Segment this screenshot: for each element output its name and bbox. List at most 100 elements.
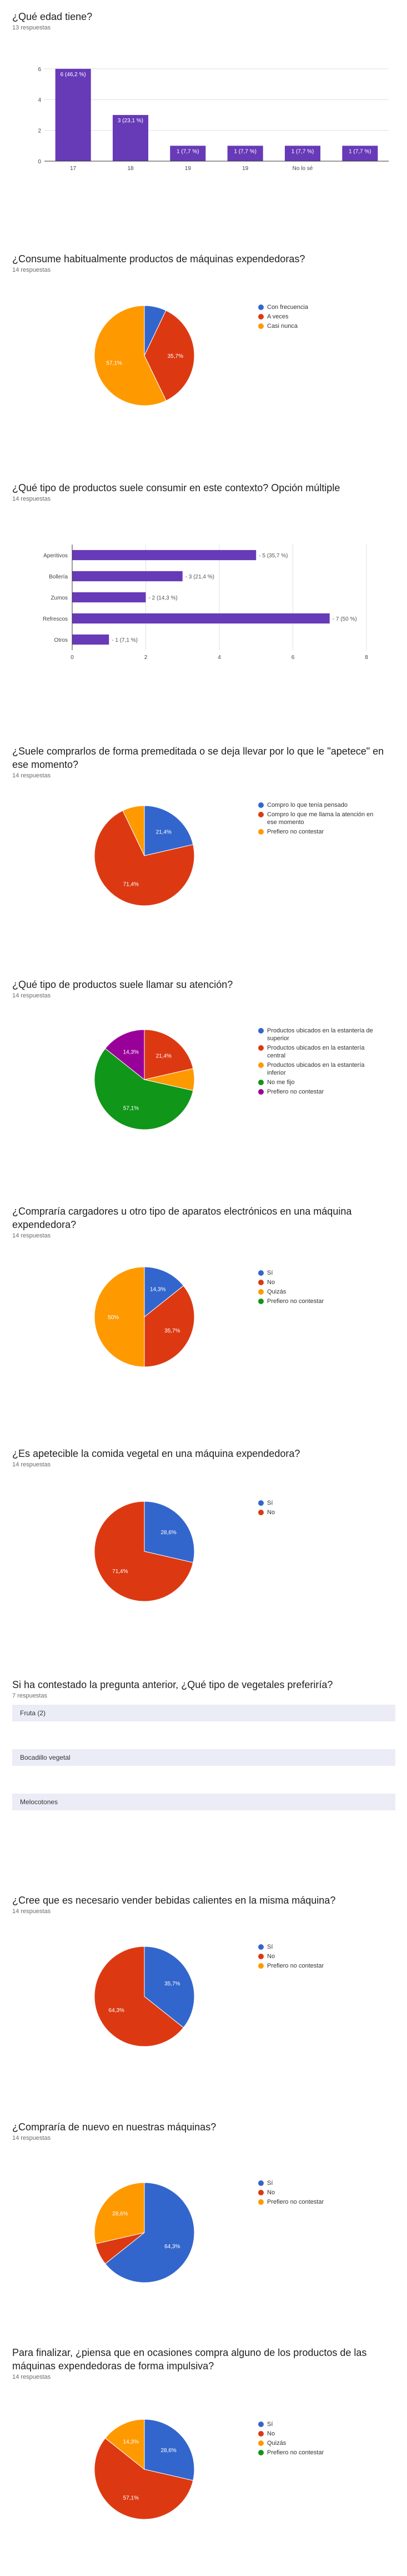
slice-label: 28,6% [160, 2448, 176, 2454]
consumption-legend: Con frecuencia A veces Casi nunca [258, 303, 378, 332]
pie-slice [94, 2182, 145, 2244]
legend-dot-icon [258, 802, 264, 808]
legend-dot-icon [258, 1963, 264, 1969]
vegetal-pie-chart: 28,6% 71,4% [94, 1501, 195, 1602]
bar [72, 571, 183, 582]
legend-label: Sí [267, 1944, 273, 1950]
question-attention: ¿Qué tipo de productos suele llamar su a… [12, 978, 395, 999]
legend-dot-icon [258, 2422, 264, 2427]
legend-label: No [267, 1509, 275, 1516]
slice-label: 21,4% [156, 1053, 172, 1059]
legend-label: Quizás [267, 2440, 287, 2447]
attention-legend: Productos ubicados en la estantería de s… [258, 1027, 378, 1097]
legend-label: Prefiero no contestar [267, 2199, 324, 2205]
legend-dot-icon [258, 1510, 264, 1515]
bar-value-label: 1 (7,7 %) [349, 148, 371, 154]
response-count: 7 respuestas [12, 1693, 47, 1699]
pie-slice [144, 1946, 195, 2028]
question-title: ¿Qué edad tiene? [12, 11, 93, 22]
pie-slice [94, 1501, 194, 1602]
legend-item: Productos ubicados en la estantería cent… [258, 1044, 378, 1060]
vegetal-legend: Sí No [258, 1499, 378, 1518]
response-count: 14 respuestas [12, 1908, 51, 1915]
legend-item: Productos ubicados en la estantería de s… [258, 1027, 378, 1042]
slice-label: 14,3% [123, 1050, 139, 1056]
legend-dot-icon [258, 2199, 264, 2205]
pie-slice [104, 2182, 195, 2283]
legend-label: Compro lo que tenía pensado [267, 802, 348, 808]
legend-label: No me fijo [267, 1079, 295, 1086]
legend-item: Quizás [258, 2439, 378, 2447]
pie-slice [94, 305, 167, 406]
legend-item: A veces [258, 313, 378, 321]
buy-again-pie-chart: 64,3% 28,6% [94, 2182, 195, 2283]
slice-label: 35,7% [168, 353, 183, 360]
chargers-legend: Sí No Quizás Prefiero no contestar [258, 1269, 378, 1307]
legend-dot-icon [258, 1954, 264, 1959]
legend-item: Sí [258, 2420, 378, 2428]
legend-dot-icon [258, 1299, 264, 1304]
legend-item: Compro lo que tenía pensado [258, 801, 378, 809]
bar-value-label: - 3 (21,4 %) [185, 574, 214, 580]
text-answer: Fruta (2) [12, 1705, 395, 1721]
y-tick-label: 2 [38, 128, 41, 134]
legend-item: No [258, 1953, 378, 1960]
response-count: 14 respuestas [12, 496, 51, 502]
legend-label: Prefiero no contestar [267, 1298, 324, 1305]
question-premeditated: ¿Suele comprarlos de forma premeditada o… [12, 745, 395, 779]
legend-item: Sí [258, 1943, 378, 1951]
pie-slice [94, 1266, 145, 1367]
legend-dot-icon [258, 2190, 264, 2195]
slice-label: 71,4% [112, 1569, 128, 1575]
pie-slice [104, 1029, 145, 1081]
bar [342, 146, 378, 161]
legend-dot-icon [258, 1500, 264, 1506]
pie-slice [94, 1946, 184, 2047]
response-count: 13 respuestas [12, 24, 51, 31]
question-title: ¿Consume habitualmente productos de máqu… [12, 253, 305, 264]
x-tick-label: 2 [144, 655, 148, 661]
response-count: 14 respuestas [12, 2135, 51, 2141]
legend-dot-icon [258, 2440, 264, 2446]
legend-item: Prefiero no contestar [258, 1297, 378, 1305]
legend-label: Productos ubicados en la estantería infe… [267, 1062, 365, 1076]
question-chargers: ¿Compraría cargadores u otro tipo de apa… [12, 1205, 395, 1239]
legend-dot-icon [258, 314, 264, 319]
y-tick-label: Zumos [51, 595, 68, 601]
question-impulsive: Para finalizar, ¿piensa que en ocasiones… [12, 2346, 395, 2380]
bar-value-label: 1 (7,7 %) [177, 148, 199, 154]
legend-dot-icon [258, 2431, 264, 2437]
x-tick-label: No lo sé [293, 166, 313, 172]
question-title: ¿Compraría cargadores u otro tipo de apa… [12, 1206, 352, 1230]
legend-item: Prefiero no contestar [258, 2449, 378, 2457]
legend-dot-icon [258, 1028, 264, 1034]
question-consumption: ¿Consume habitualmente productos de máqu… [12, 252, 395, 273]
legend-dot-icon [258, 1270, 264, 1276]
legend-dot-icon [258, 829, 264, 835]
pie-slice [104, 2419, 145, 2470]
slice-label: 35,7% [164, 1981, 180, 1987]
age-bar-chart: 0 2 4 6 6 (46,2 %) 17 3 (23,1 %) 18 1 (7,7 %) 19 1… [38, 67, 389, 172]
bar-value-label: 1 (7,7 %) [234, 148, 257, 154]
legend-item: No [258, 1509, 378, 1516]
response-count: 14 respuestas [12, 772, 51, 779]
pie-slice [144, 1029, 194, 1080]
bar [112, 114, 149, 161]
legend-dot-icon [258, 2180, 264, 2186]
y-tick-label: Aperitivos [43, 553, 68, 559]
y-tick-label: 6 [38, 67, 41, 73]
pie-slice [144, 1501, 195, 1563]
slice-label: 64,3% [109, 2008, 124, 2014]
bar-value-label: - 2 (14,3 %) [149, 595, 178, 601]
legend-item: Prefiero no contestar [258, 1088, 378, 1096]
legend-label: Compro lo que me llama la atención en es… [267, 811, 374, 826]
x-tick-label: 4 [218, 655, 221, 661]
bar [72, 634, 109, 645]
question-title: ¿Suele comprarlos de forma premeditada o… [12, 746, 384, 770]
legend-dot-icon [258, 1089, 264, 1095]
pie-slice [144, 1285, 195, 1367]
slice-label: 57,1% [123, 2495, 139, 2501]
bar-value-label: 1 (7,7 %) [292, 148, 314, 154]
pie-slice [94, 2438, 194, 2520]
legend-dot-icon [258, 323, 264, 329]
